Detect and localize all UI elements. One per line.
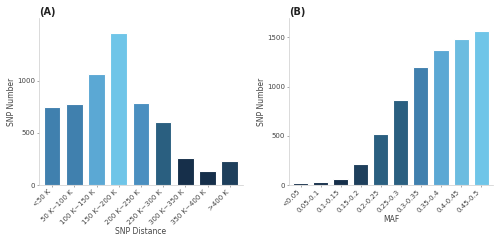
Bar <box>88 74 105 185</box>
Bar <box>454 39 468 185</box>
Bar <box>132 103 150 185</box>
Bar <box>222 161 238 185</box>
Bar <box>314 182 328 185</box>
Y-axis label: SNP Number: SNP Number <box>7 77 16 126</box>
X-axis label: SNP Distance: SNP Distance <box>116 227 166 236</box>
Text: (B): (B) <box>289 7 305 17</box>
Bar <box>374 134 388 185</box>
Bar <box>44 107 60 185</box>
Bar <box>294 183 308 185</box>
X-axis label: MAF: MAF <box>383 215 399 224</box>
Bar <box>110 34 127 185</box>
Bar <box>394 100 408 185</box>
Text: (A): (A) <box>39 7 56 17</box>
Bar <box>66 104 82 185</box>
Bar <box>434 50 448 185</box>
Bar <box>334 179 348 185</box>
Bar <box>155 122 172 185</box>
Bar <box>354 164 368 185</box>
Bar <box>177 157 194 185</box>
Y-axis label: SNP Number: SNP Number <box>257 77 266 126</box>
Bar <box>199 171 216 185</box>
Bar <box>474 31 488 185</box>
Bar <box>414 67 428 185</box>
